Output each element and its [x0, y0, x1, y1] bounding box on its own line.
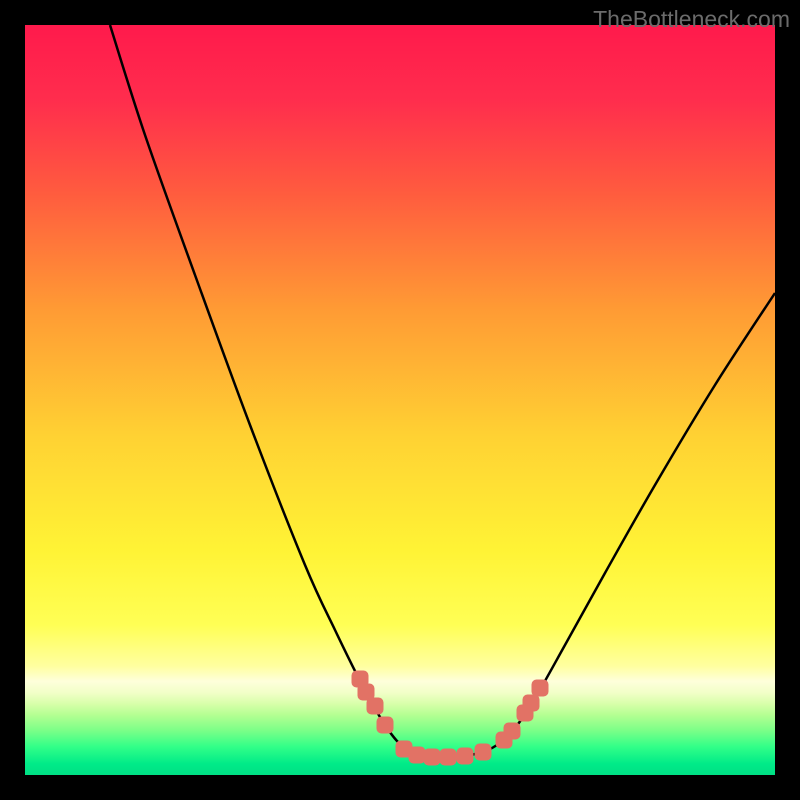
curve-marker — [377, 717, 394, 734]
plot-background — [25, 25, 775, 775]
watermark-label: TheBottleneck.com — [593, 6, 790, 33]
chart-frame: TheBottleneck.com — [0, 0, 800, 800]
curve-marker — [409, 747, 426, 764]
curve-marker — [523, 695, 540, 712]
chart-svg — [0, 0, 800, 800]
curve-marker — [440, 749, 457, 766]
curve-marker — [457, 748, 474, 765]
curve-marker — [532, 680, 549, 697]
curve-marker — [424, 749, 441, 766]
curve-marker — [504, 723, 521, 740]
curve-marker — [367, 698, 384, 715]
curve-marker — [475, 744, 492, 761]
